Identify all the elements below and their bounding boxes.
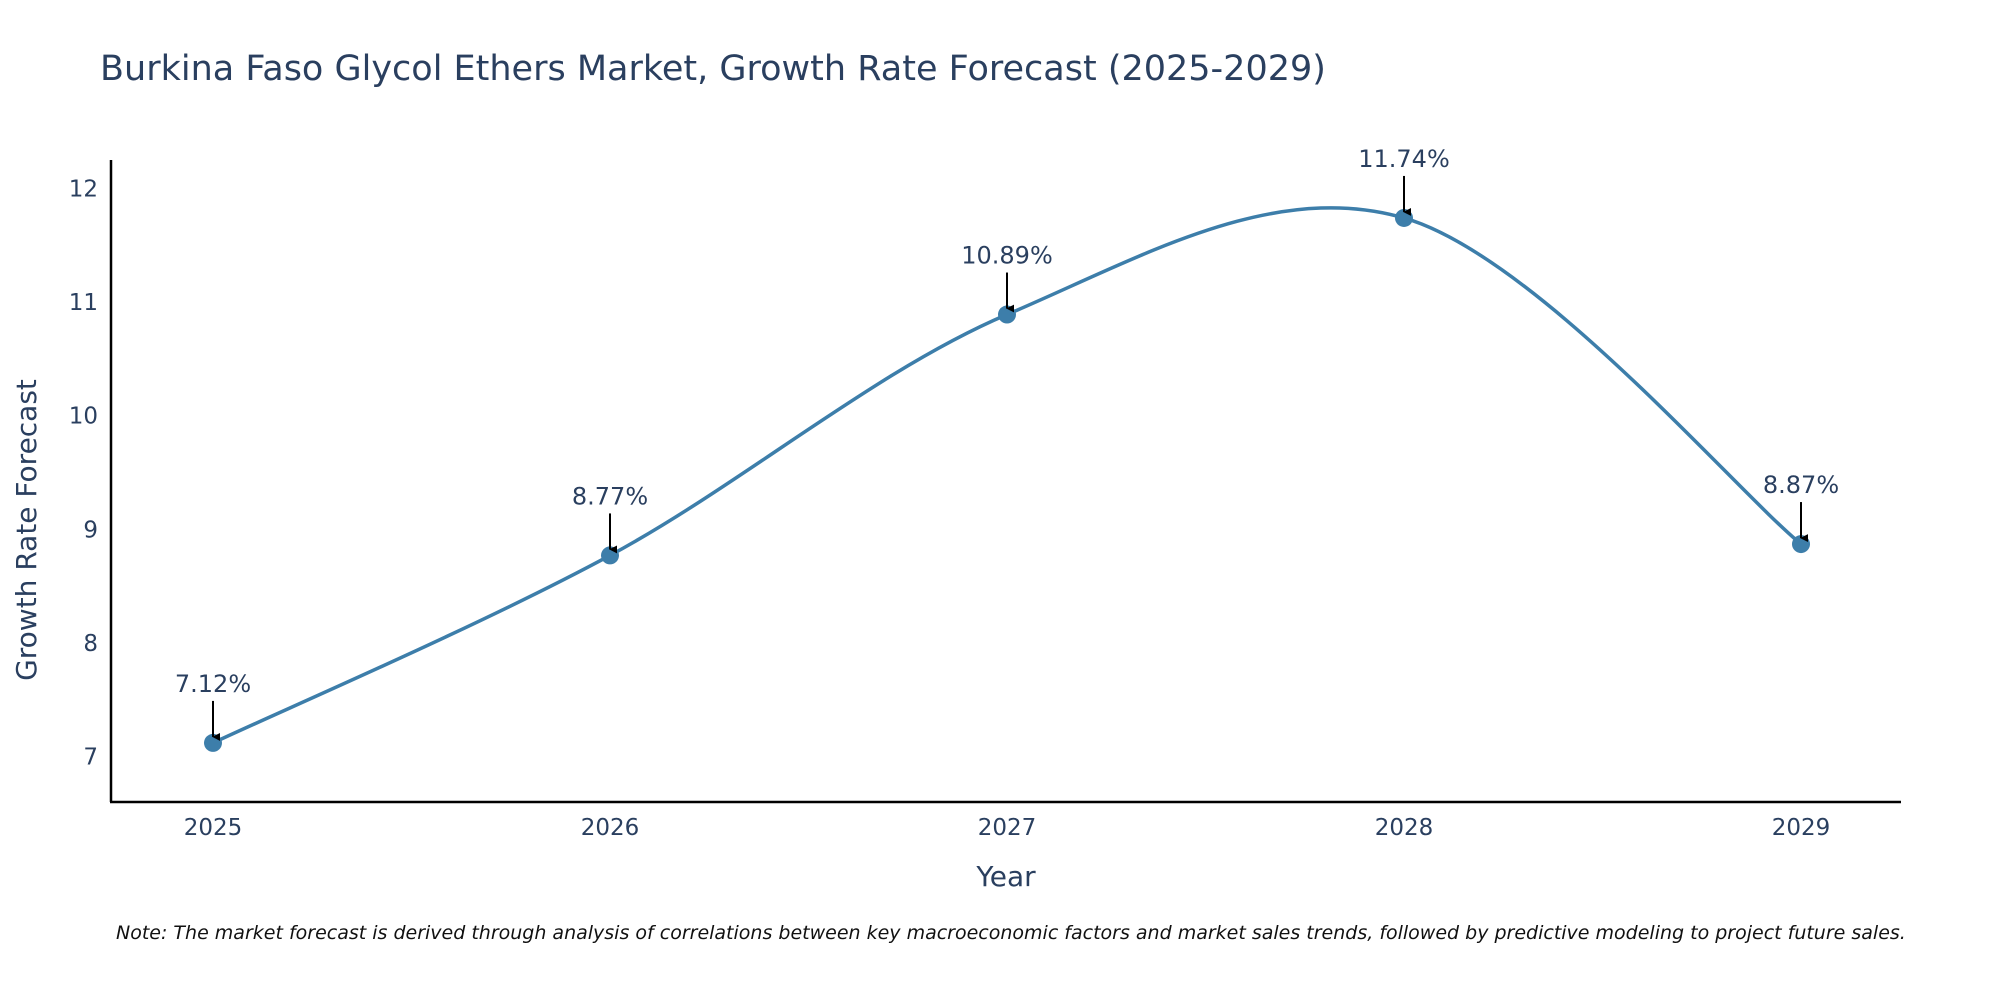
y-tick-label: 10: [69, 404, 98, 430]
data-label: 11.74%: [1358, 145, 1450, 173]
x-tick-label: 2029: [1772, 815, 1831, 841]
x-axis-title: Year: [975, 860, 1036, 893]
y-axis-title: Growth Rate Forecast: [10, 379, 43, 681]
data-label: 8.87%: [1763, 471, 1839, 499]
y-tick-label: 7: [83, 745, 98, 771]
y-tick-label: 9: [83, 517, 98, 543]
x-tick-label: 2028: [1375, 815, 1434, 841]
x-tick-labels: 2025 2026 2027 2028 2029: [184, 815, 1831, 841]
footnote: Note: The market forecast is derived thr…: [116, 922, 1906, 944]
chart-title: Burkina Faso Glycol Ethers Market, Growt…: [100, 49, 1326, 89]
y-tick-label: 12: [69, 176, 98, 202]
data-annotations: 7.12% 8.77% 10.89% 11.74% 8.87%: [175, 145, 1839, 741]
data-label: 10.89%: [961, 242, 1053, 270]
x-tick-label: 2026: [581, 815, 640, 841]
y-tick-label: 11: [69, 290, 98, 316]
y-tick-labels: 7 8 9 10 11 12: [69, 176, 98, 770]
x-tick-label: 2027: [978, 815, 1037, 841]
data-label: 8.77%: [572, 482, 648, 510]
y-tick-label: 8: [83, 631, 98, 657]
data-label: 7.12%: [175, 670, 251, 698]
x-tick-label: 2025: [184, 815, 243, 841]
